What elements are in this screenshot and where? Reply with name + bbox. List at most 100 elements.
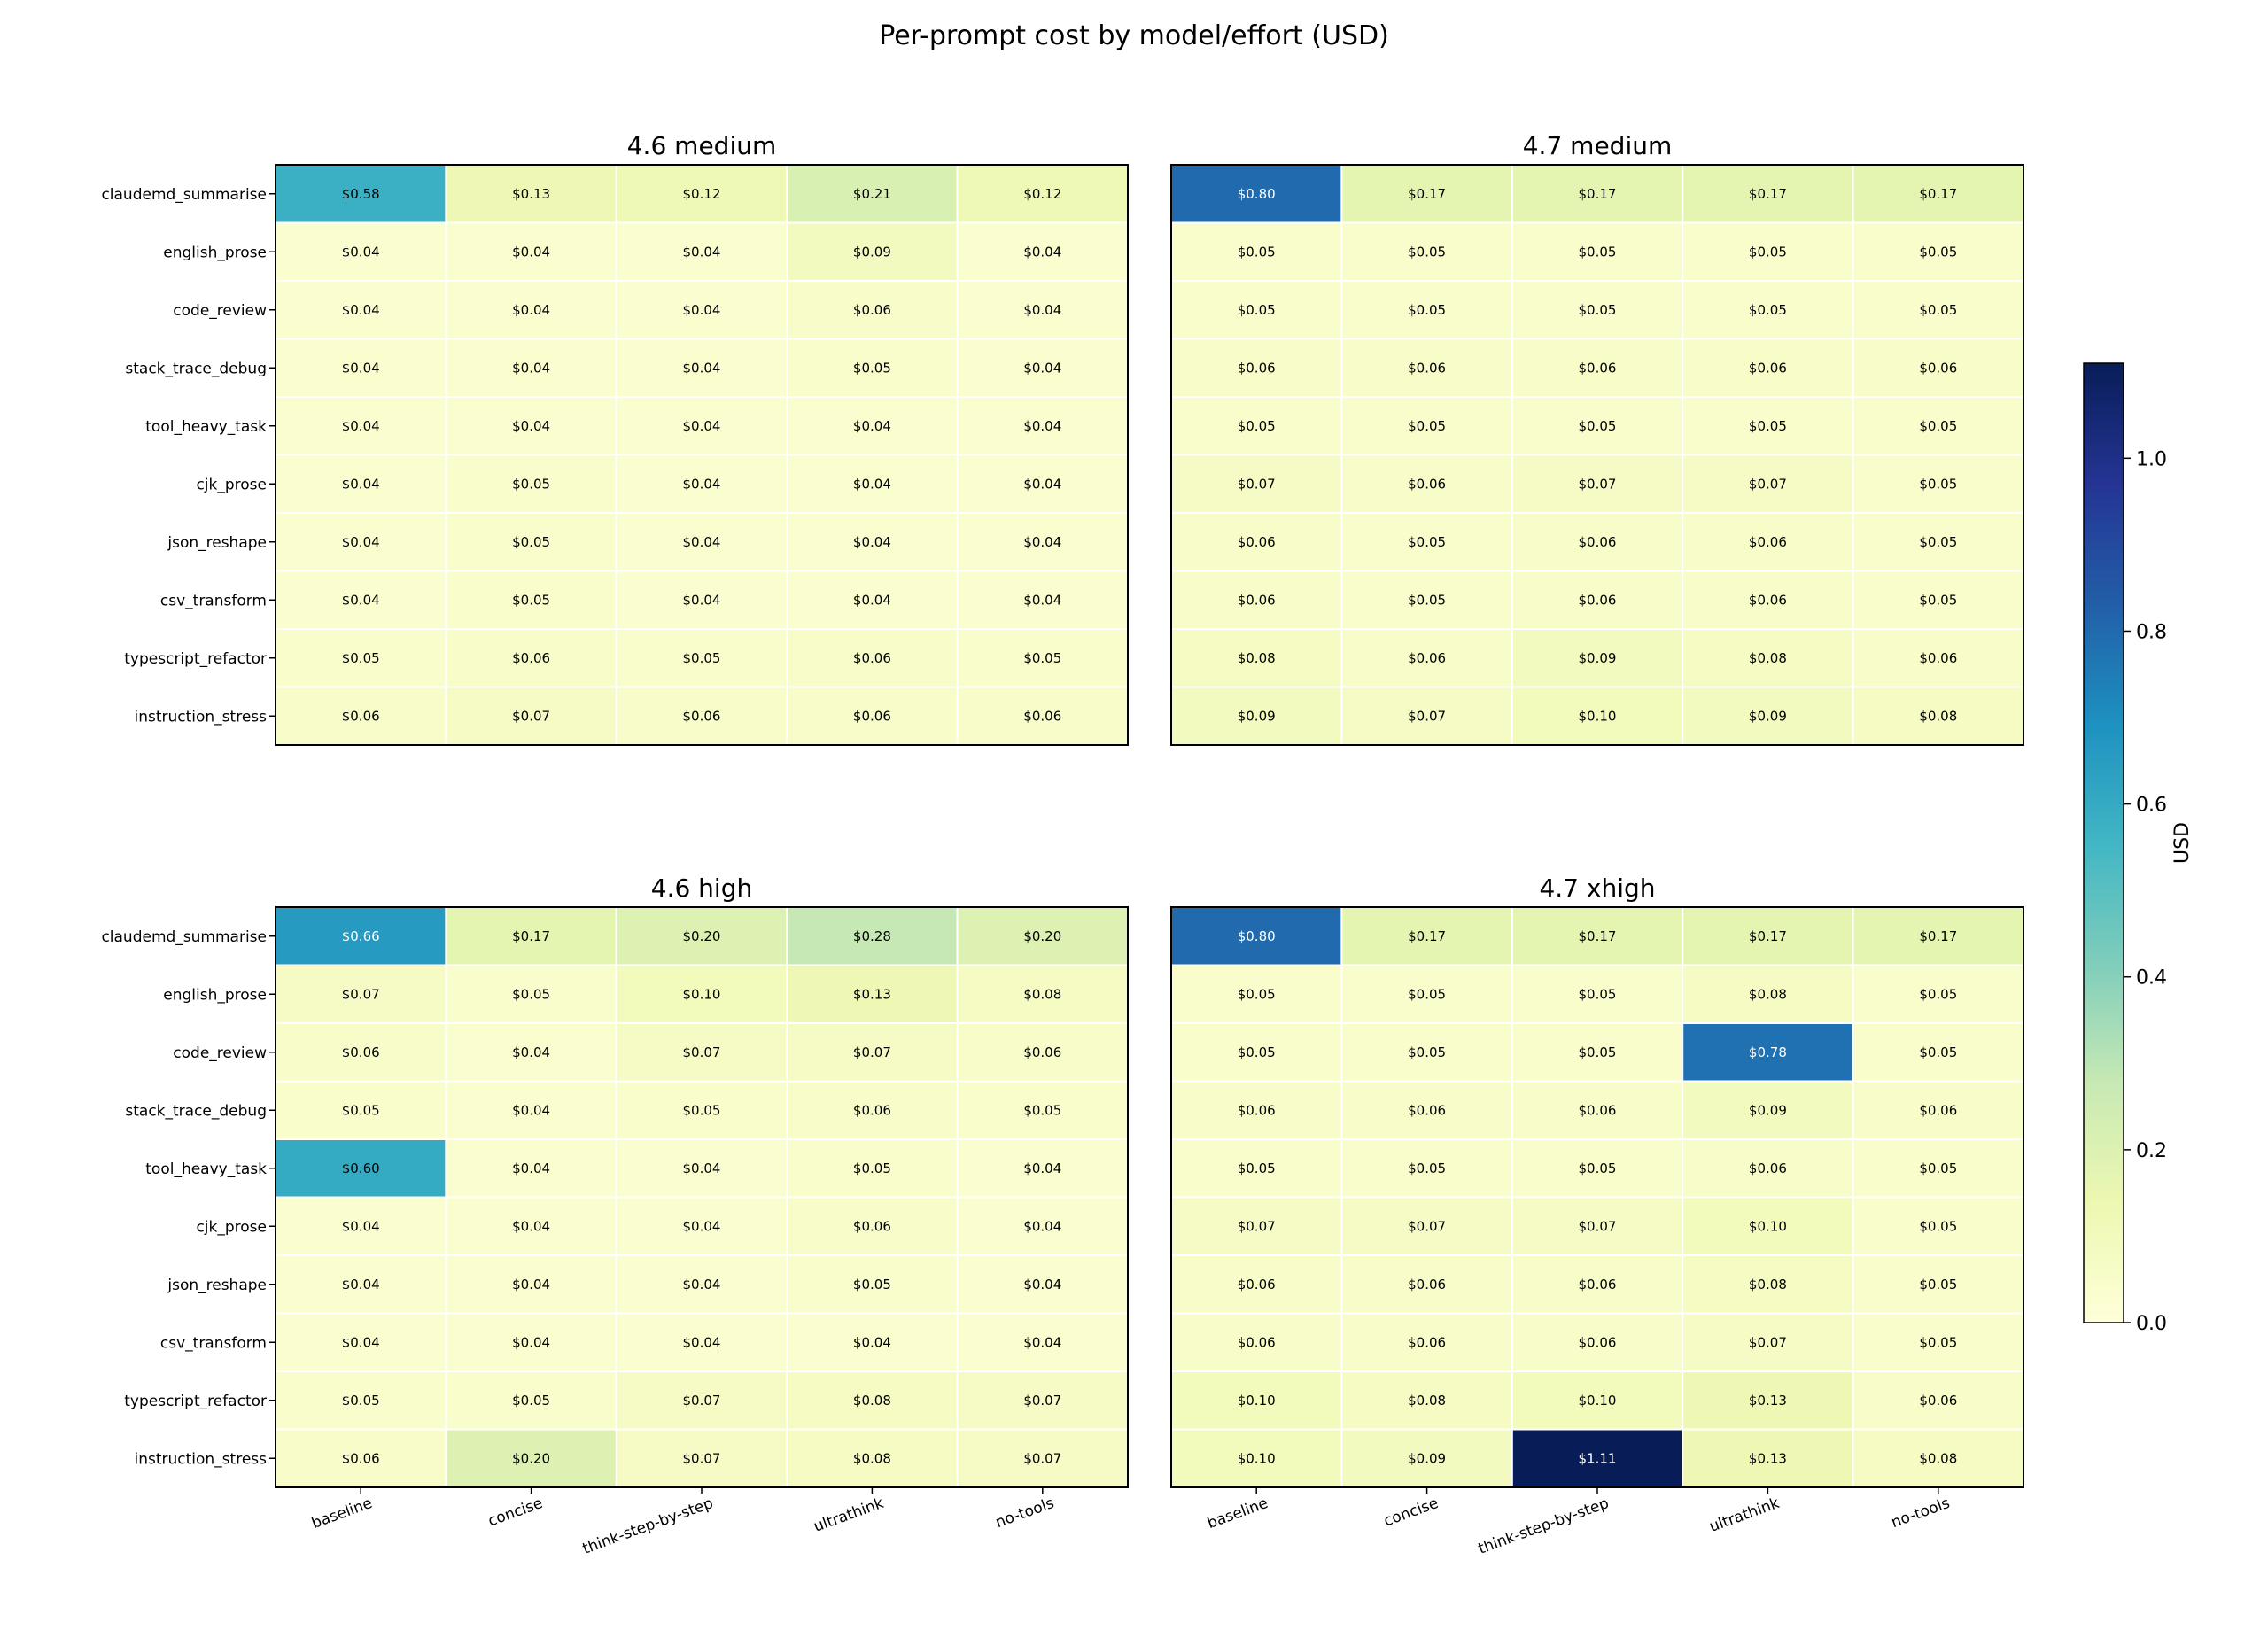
cell-label: $0.04 [683, 360, 721, 376]
cell-label: $0.13 [1749, 1450, 1787, 1466]
cell-label: $0.05 [1579, 302, 1617, 318]
cell-label: $0.05 [1408, 986, 1446, 1002]
heatmap-cell [786, 964, 959, 1024]
cell-label: $0.05 [1919, 1160, 1957, 1176]
row-label: typescript_refactor [124, 1393, 267, 1410]
heatmap-cell [1682, 686, 1854, 746]
cell-label: $0.05 [1238, 302, 1276, 318]
cell-label: $0.06 [342, 1044, 380, 1060]
cell-label: $0.05 [1919, 592, 1957, 608]
cell-label: $0.05 [512, 592, 550, 608]
cell-label: $0.04 [683, 1160, 721, 1176]
colorbar-tick-label: 0.6 [2136, 795, 2167, 817]
cell-label: $0.04 [512, 1277, 550, 1292]
cell-label: $0.05 [342, 1102, 380, 1118]
cell-label: $0.06 [1919, 1102, 1957, 1118]
cell-label: $0.12 [1023, 186, 1061, 202]
heatmap-cell [1852, 338, 2025, 398]
cell-label: $0.06 [1579, 534, 1617, 550]
cell-label: $0.09 [1579, 650, 1617, 666]
colorbar-ticks: 0.0 0.2 0.4 0.6 0.8 1.0 [2124, 448, 2167, 1335]
cell-label: $0.06 [1579, 1277, 1617, 1292]
cell-label: $0.06 [1749, 534, 1787, 550]
heatmap-panel: 4.6 high $0.66 $0.17 $0.20 $0.28 $0.20 $0.07 $0… [101, 873, 1129, 1558]
cell-label: $0.06 [1408, 476, 1446, 492]
cell-label: $0.06 [1579, 592, 1617, 608]
cell-label: $0.05 [1023, 1102, 1061, 1118]
cell-label: $0.04 [1023, 534, 1061, 550]
heatmap-cell [1511, 454, 1684, 514]
cell-label: $0.04 [853, 418, 891, 434]
colorbar-tick-label: 0.4 [2136, 967, 2167, 990]
cell-label: $0.04 [683, 418, 721, 434]
heatmap-cell [615, 906, 788, 966]
heatmap-panels: 4.6 medium $0.58 $0.13 $0.12 $0.21 $0.12 $0.04… [101, 131, 2025, 1558]
heatmap-cell [615, 338, 788, 398]
heatmap-cell [1340, 1196, 1513, 1256]
cell-label: $0.05 [1579, 418, 1617, 434]
cell-label: $0.17 [1408, 928, 1446, 944]
heatmap-cell [786, 512, 959, 572]
cell-label: $0.04 [1023, 1160, 1061, 1176]
cell-label: $0.17 [1408, 186, 1446, 202]
heatmap-cell [956, 1370, 1129, 1431]
cell-label: $0.17 [1749, 186, 1787, 202]
cell-label: $0.09 [1749, 1102, 1787, 1118]
heatmap-cell [275, 628, 447, 688]
heatmap-cell [1852, 1370, 2025, 1431]
cell-label: $0.04 [512, 418, 550, 434]
cell-label: $0.06 [1408, 1334, 1446, 1350]
heatmap-cell [956, 1428, 1129, 1488]
row-label: english_prose [163, 986, 267, 1004]
cell-label: $0.06 [1749, 592, 1787, 608]
cell-label: $0.08 [1749, 650, 1787, 666]
cell-label: $0.08 [1749, 1277, 1787, 1292]
row-label: instruction_stress [134, 708, 267, 726]
cell-label: $0.04 [683, 244, 721, 260]
figure-title: Per-prompt cost by model/effort (USD) [879, 20, 1389, 51]
cell-label: $0.12 [683, 186, 721, 202]
cell-label: $0.04 [683, 476, 721, 492]
heatmap-cell [615, 1428, 788, 1488]
cell-label: $0.05 [1749, 244, 1787, 260]
cell-label: $0.80 [1238, 928, 1276, 944]
cell-label: $0.06 [853, 650, 891, 666]
heatmap-cell [1682, 1428, 1854, 1488]
cell-label: $0.05 [1238, 418, 1276, 434]
cell-label: $0.07 [683, 1044, 721, 1060]
heatmap-cell [956, 396, 1129, 456]
cell-label: $0.04 [342, 1218, 380, 1234]
cell-label: $0.17 [1919, 928, 1957, 944]
cell-label: $0.06 [853, 302, 891, 318]
heatmap-cell [1852, 906, 2025, 966]
cell-label: $0.07 [1023, 1450, 1061, 1466]
cell-label: $0.05 [512, 1393, 550, 1409]
heatmap-cell [1852, 1080, 2025, 1140]
cell-label: $0.06 [1919, 650, 1957, 666]
cell-label: $0.06 [1408, 650, 1446, 666]
cell-label: $0.05 [1579, 986, 1617, 1002]
heatmap-cell [615, 454, 788, 514]
panel-title: 4.6 high [651, 873, 752, 903]
heatmap-cell [786, 396, 959, 456]
cell-label: $0.05 [1749, 418, 1787, 434]
cell-label: $0.04 [342, 418, 380, 434]
heatmap-cell [1340, 396, 1513, 456]
heatmap-cell [275, 221, 447, 282]
heatmap-cell [1852, 1312, 2025, 1372]
heatmap-cell [786, 164, 959, 224]
cell-label: $0.04 [853, 592, 891, 608]
cell-label: $0.04 [512, 1160, 550, 1176]
heatmap-cell [445, 686, 617, 746]
cell-label: $0.04 [853, 1334, 891, 1350]
cell-label: $0.20 [512, 1450, 550, 1466]
heatmap-cell [615, 1196, 788, 1256]
heatmap-cell [445, 1370, 617, 1431]
cell-label: $0.08 [1749, 986, 1787, 1002]
cell-label: $0.10 [1579, 708, 1617, 724]
cell-label: $0.04 [512, 1218, 550, 1234]
heatmap-cell [275, 686, 447, 746]
heatmap-cell [275, 338, 447, 398]
cell-label: $0.04 [512, 244, 550, 260]
heatmap-panel: 4.6 medium $0.58 $0.13 $0.12 $0.21 $0.12 $0.04… [101, 131, 1129, 746]
